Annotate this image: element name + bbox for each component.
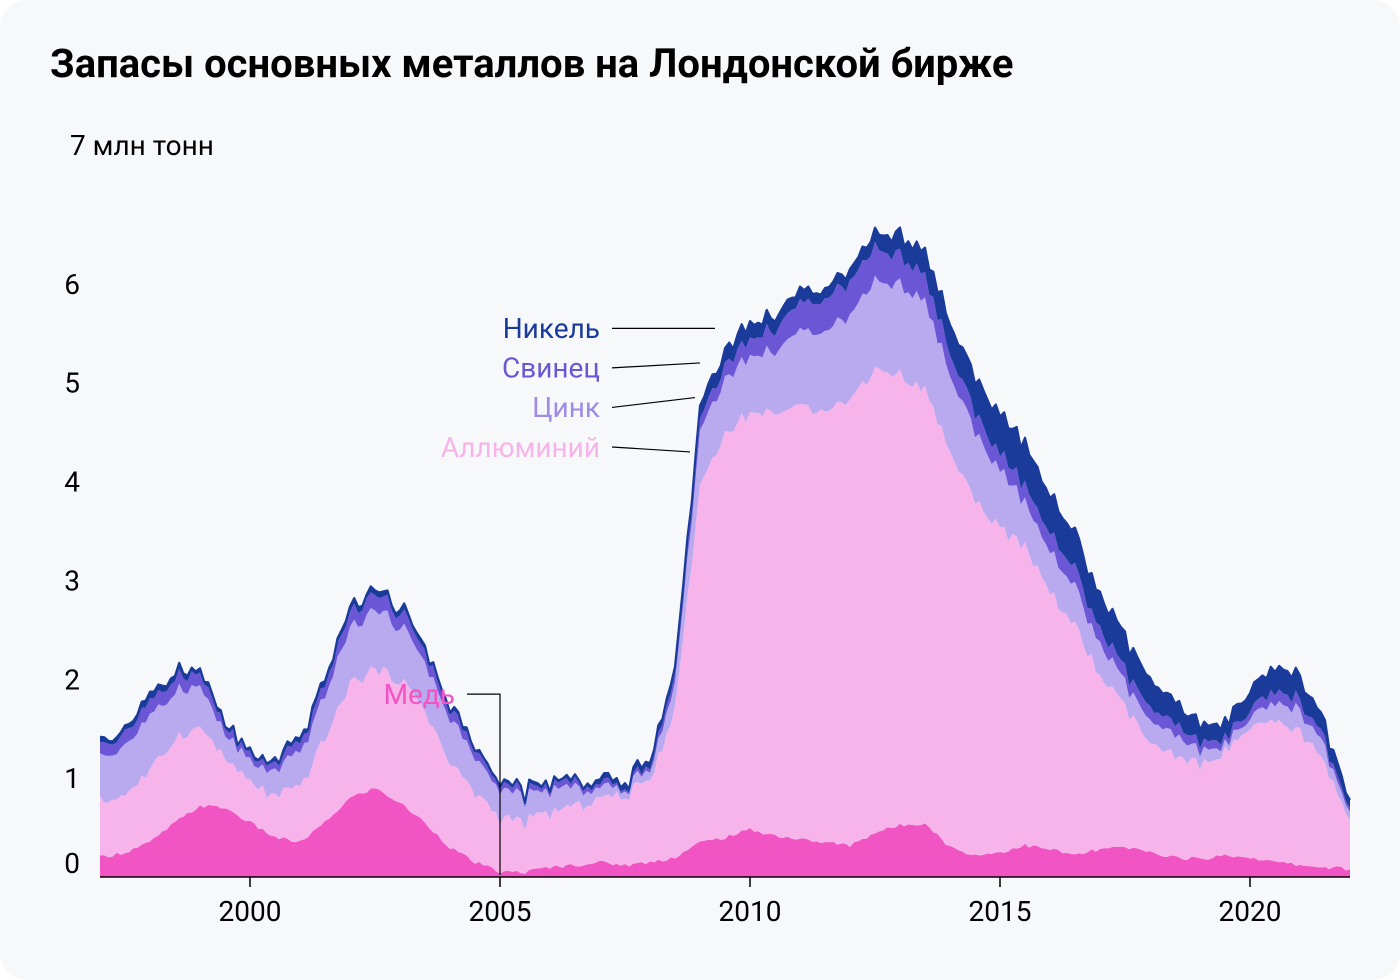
ytick-label: 0	[64, 847, 80, 880]
area-aluminium	[100, 367, 1350, 874]
ytick-label: 6	[64, 268, 80, 301]
ytick-label: 4	[64, 466, 80, 499]
xtick-label: 2005	[469, 895, 532, 928]
leader-lead	[612, 363, 700, 368]
xtick-label: 2015	[969, 895, 1032, 928]
series-label-aluminium: Аллюминий	[441, 431, 600, 464]
xtick-label: 2010	[719, 895, 782, 928]
chart-title: Запасы основных металлов на Лондонской б…	[50, 40, 1360, 87]
ytick-label: 5	[64, 367, 80, 400]
series-label-nickel: Никель	[503, 312, 600, 345]
series-label-lead: Свинец	[502, 352, 600, 385]
chart-card: Запасы основных металлов на Лондонской б…	[0, 0, 1400, 980]
series-label-zinc: Цинк	[532, 391, 600, 424]
series-label-copper: Медь	[384, 678, 455, 711]
leader-aluminium	[612, 447, 690, 452]
leader-zinc	[612, 398, 695, 408]
y-unit-label: 7 млн тонн	[70, 129, 214, 162]
xtick-label: 2000	[219, 895, 282, 928]
stacked-area-chart: 7 млн тонн 0 1 2 3 4 5 6 2000 2005 2010 2015 2020 Ник…	[50, 117, 1360, 937]
ytick-label: 2	[64, 663, 80, 696]
ytick-label: 3	[64, 564, 80, 597]
xtick-label: 2020	[1219, 895, 1282, 928]
ytick-label: 1	[64, 762, 80, 795]
